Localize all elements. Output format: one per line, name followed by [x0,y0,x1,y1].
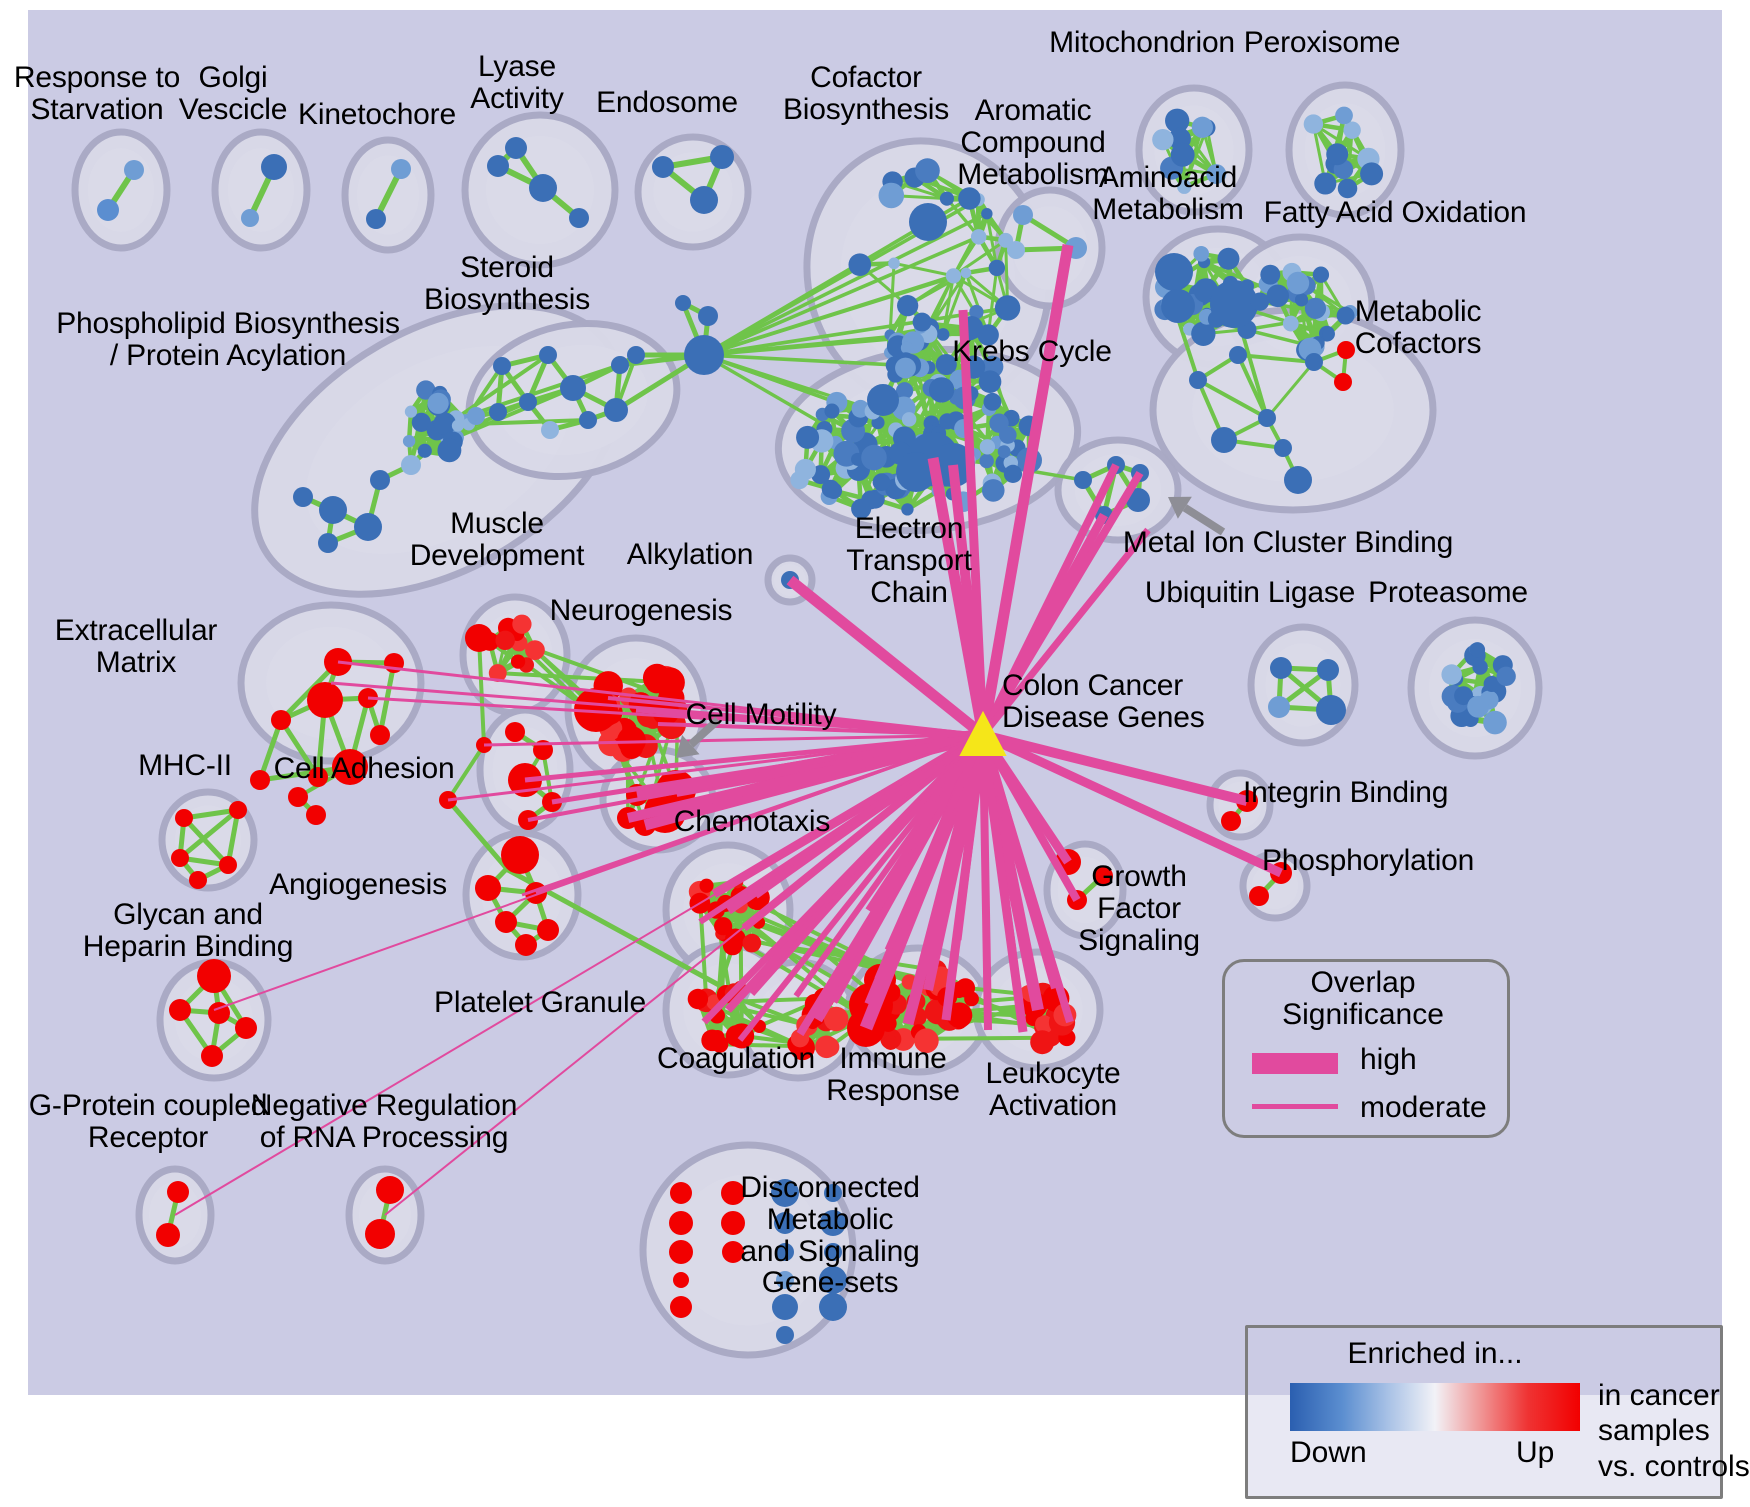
cluster-label-aromatic-compound-metabolism: Aromatic Compound Metabolism [957,94,1109,191]
cluster-label-alkylation: Alkylation [626,538,754,571]
cluster-label-muscle-development: Muscle Development [409,507,585,572]
cluster-label-peroxisome: Peroxisome [1243,26,1401,59]
cluster-label-cell-adhesion: Cell Adhesion [273,752,455,785]
cluster-label-metabolic-cofactors: Metabolic Cofactors [1354,295,1482,360]
hub-label-line1: Colon Cancer [1002,669,1184,702]
overlap-moderate-label: moderate [1360,1091,1487,1124]
cluster-label-lyase-activity: Lyase Activity [470,50,564,115]
enriched-up-label: Up [1516,1436,1555,1469]
cluster-label-chemotaxis: Chemotaxis [673,805,831,838]
overlap-high-label: high [1360,1043,1417,1076]
cluster-label-golgi-vescicle: Golgi Vescicle [178,61,288,126]
cluster-label-aminoacid-metabolism: Aminoacid Metabolism [1092,161,1244,226]
cluster-label-negative-regulation-rna: Negative Regulation of RNA Processing [250,1089,518,1154]
cluster-label-cofactor-biosynthesis: Cofactor Biosynthesis [782,61,950,126]
cluster-label-coagulation: Coagulation [657,1042,815,1075]
enriched-down-label: Down [1290,1436,1367,1469]
cluster-label-kinetochore: Kinetochore [298,98,456,131]
cluster-label-cell-motility: Cell Motility [685,698,837,731]
cluster-label-platelet-granule: Platelet Granule [434,986,646,1019]
cluster-label-steroid-biosynthesis: Steroid Biosynthesis [423,251,591,316]
cluster-label-mitochondrion: Mitochondrion [1049,26,1235,59]
cluster-label-krebs-cycle: Krebs Cycle [952,335,1112,368]
hub-label: Colon Cancer Disease Genes [1002,670,1205,734]
cluster-label-metal-ion-cluster-binding: Metal Ion Cluster Binding [1122,526,1454,559]
cluster-label-response-to-starvation: Response to Starvation [13,61,181,126]
cluster-label-ubiquitin-ligase: Ubiquitin Ligase [1144,576,1356,609]
cluster-label-phospholipid-biosynthesis: Phospholipid Biosynthesis / Protein Acyla… [56,307,400,372]
cluster-label-endosome: Endosome [596,86,738,119]
enriched-side-text: in cancer samples vs. controls [1598,1379,1750,1483]
cluster-label-immune-response: Immune Response [826,1042,960,1107]
cluster-label-growth-factor-signaling: Growth Factor Signaling [1078,860,1200,957]
cluster-label-electron-transport-chain: Electron Transport Chain [846,512,972,609]
cluster-label-disconnected-gene-sets: Disconnected Metabolic and Signaling Gene-s… [740,1171,920,1300]
cluster-label-integrin-binding: Integrin Binding [1243,776,1449,809]
hub-label-line2: Disease Genes [1002,700,1205,734]
cluster-label-leukocyte-activation: Leukocyte Activation [985,1057,1121,1122]
cluster-label-g-protein-coupled-receptor: G-Protein coupled Receptor [28,1089,268,1154]
cluster-label-angiogenesis: Angiogenesis [269,868,447,901]
cluster-label-neurogenesis: Neurogenesis [549,594,733,627]
cluster-label-glycan-heparin-binding: Glycan and Heparin Binding [82,898,294,963]
enrichment-colorbar [1290,1383,1580,1431]
overlap-moderate-swatch [1252,1104,1338,1109]
cluster-label-proteasome: Proteasome [1368,576,1528,609]
overlap-legend-title: Overlap Significance [1282,966,1444,1032]
enriched-legend-title: Enriched in... [1347,1337,1523,1370]
cluster-label-fatty-acid-oxidation: Fatty Acid Oxidation [1263,196,1527,229]
cluster-label-extracellular-matrix: Extracellular Matrix [54,614,218,679]
overlap-high-swatch [1252,1053,1338,1074]
cluster-label-phosphorylation: Phosphorylation [1262,844,1475,877]
cluster-label-mhc-ii: MHC-II [138,749,232,782]
